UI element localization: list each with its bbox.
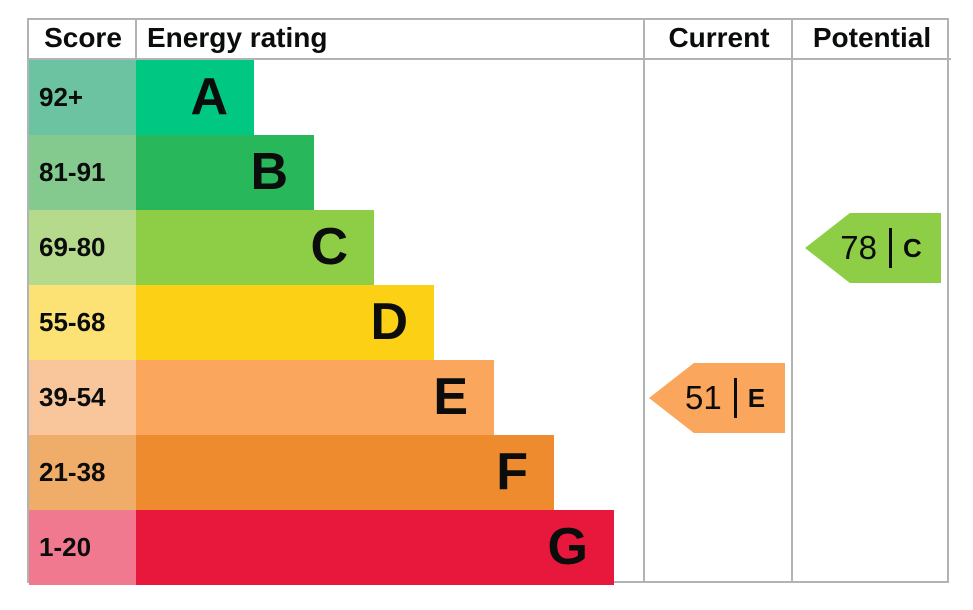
band-letter: F (496, 443, 528, 501)
band-score-range: 92+ (29, 60, 136, 135)
band-bar: B (136, 135, 314, 210)
band-rows: 92+ A 81-91 B 69-80 C 55-68 D 39-54 E 21… (29, 60, 645, 585)
band-score-range: 39-54 (29, 360, 136, 435)
band-row-g: 1-20 G (29, 510, 645, 585)
band-bar: D (136, 285, 434, 360)
header-score: Score (44, 22, 122, 53)
band-bar: C (136, 210, 374, 285)
header-current: Current (668, 22, 770, 53)
band-row-f: 21-38 F (29, 435, 645, 510)
band-row-a: 92+ A (29, 60, 645, 135)
band-letter: C (310, 218, 348, 276)
divider-score-energy (135, 20, 137, 58)
band-row-b: 81-91 B (29, 135, 645, 210)
band-score-range: 55-68 (29, 285, 136, 360)
band-score-range: 69-80 (29, 210, 136, 285)
band-letter: E (433, 368, 468, 426)
current-rating-value: 51 (684, 379, 722, 416)
band-row-e: 39-54 E (29, 360, 645, 435)
band-letter: D (370, 293, 408, 351)
band-letter: A (190, 68, 228, 126)
potential-rating-band: C (902, 232, 922, 263)
potential-rating-arrow: 78 C (805, 213, 941, 283)
arrow-pipe-divider (733, 378, 737, 418)
arrow-pipe-divider (888, 228, 892, 268)
band-row-d: 55-68 D (29, 285, 645, 360)
current-rating-arrow: 51 E (649, 363, 785, 433)
band-score-range: 81-91 (29, 135, 136, 210)
band-bar: A (136, 60, 254, 135)
band-score-range: 1-20 (29, 510, 136, 585)
band-row-c: 69-80 C (29, 210, 645, 285)
divider-energy-current (643, 20, 645, 581)
divider-current-potential (791, 20, 793, 581)
header-potential: Potential (812, 22, 932, 53)
band-letter: B (250, 143, 288, 201)
band-bar: E (136, 360, 494, 435)
header-energy-rating: Energy rating (147, 22, 328, 53)
band-score-range: 21-38 (29, 435, 136, 510)
table-header-row: Score Energy rating Current Potential (29, 20, 951, 60)
epc-table: Score Energy rating Current Potential 92… (27, 18, 951, 585)
band-bar: G (136, 510, 614, 585)
band-bar: F (136, 435, 554, 510)
potential-rating-value: 78 (840, 229, 877, 266)
current-rating-band: E (747, 382, 766, 413)
band-letter: G (547, 518, 588, 576)
